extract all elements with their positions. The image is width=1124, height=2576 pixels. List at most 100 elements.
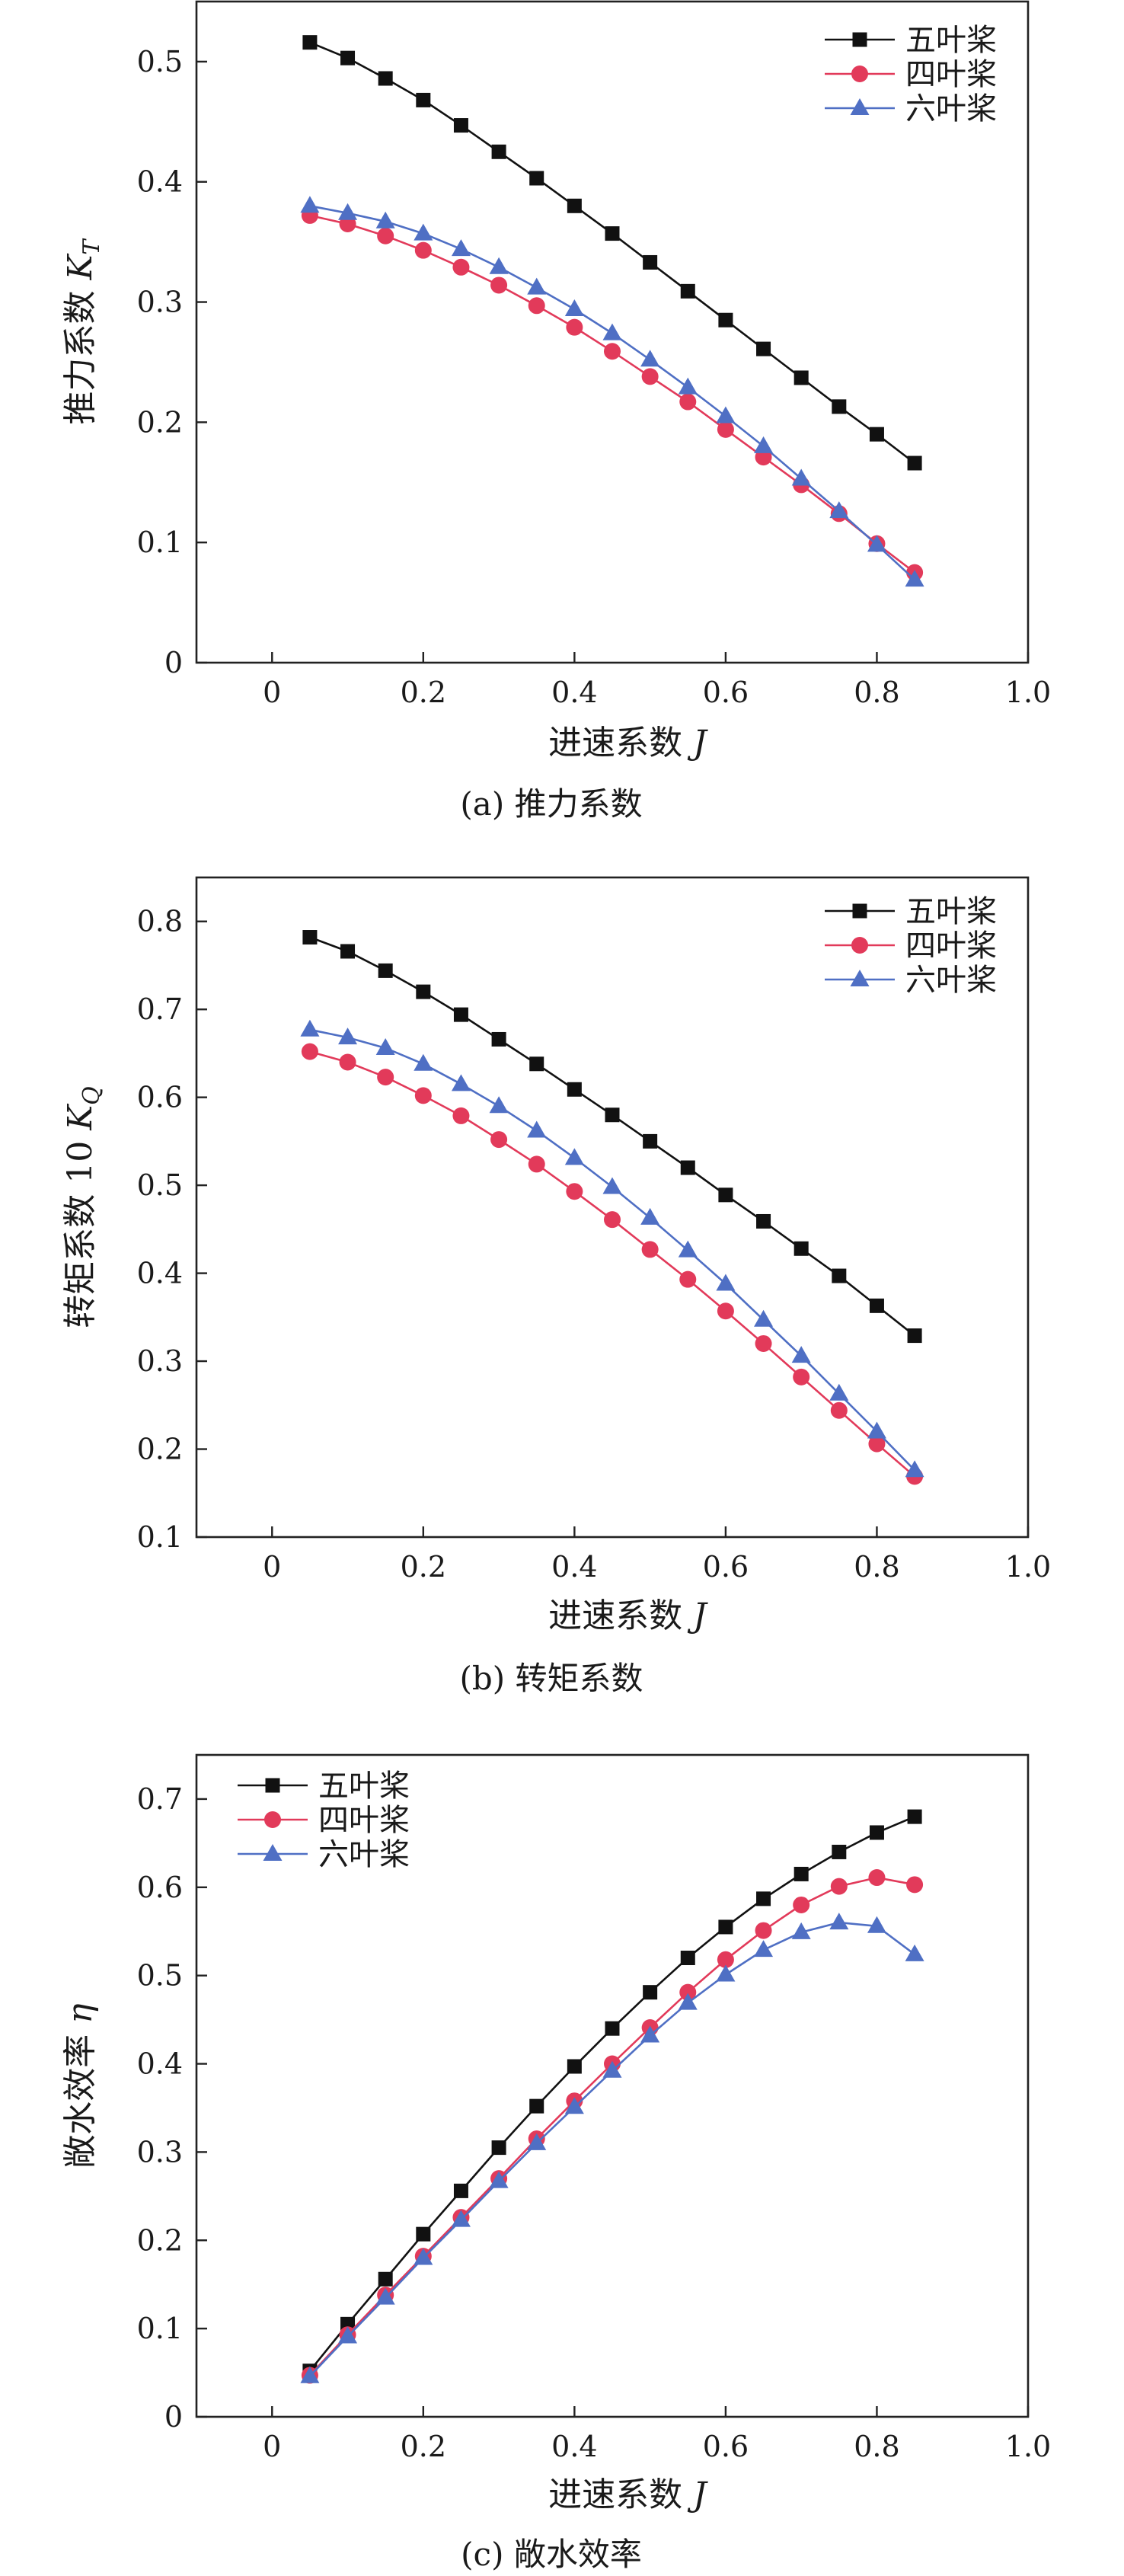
data-point [602, 1177, 622, 1194]
data-point [643, 254, 658, 270]
figure-caption: (a) 推力系数 [460, 785, 642, 823]
series-line [309, 1028, 916, 1472]
data-point [529, 171, 544, 186]
y-tick-label: 0.7 [137, 992, 183, 1026]
legend-label: 五叶桨 [905, 23, 997, 58]
y-tick-label: 0.7 [137, 1782, 183, 1816]
series-line [308, 1815, 915, 2372]
data-point [867, 535, 886, 552]
plot-frame [195, 0, 1030, 664]
data-point [527, 277, 547, 295]
x-tick-label: 0.4 [551, 676, 597, 709]
data-point [717, 420, 734, 438]
data-point [416, 92, 431, 107]
data-point [527, 2133, 547, 2150]
legend-label: 四叶桨 [905, 57, 997, 92]
y-tick-label: 0.5 [137, 1959, 183, 1993]
series-3 [300, 196, 924, 587]
data-point [756, 1891, 771, 1906]
data-point [754, 436, 774, 453]
data-point [756, 341, 771, 356]
legend-marker [850, 970, 870, 986]
data-point [564, 2097, 584, 2114]
legend-marker [850, 98, 870, 115]
data-point [868, 1869, 886, 1887]
figure-caption: (c) 敞水效率 [461, 2536, 642, 2573]
legend-label: 五叶桨 [318, 1769, 410, 1804]
data-point [868, 1435, 886, 1453]
data-point [905, 1944, 924, 1961]
x-tick-label: 0.2 [401, 2430, 446, 2463]
legend-label: 五叶桨 [905, 894, 997, 929]
x-axis-label: 进速系数 J [548, 1596, 708, 1635]
data-point [679, 1270, 697, 1288]
data-point [451, 2210, 471, 2227]
data-point [302, 35, 318, 50]
data-point [491, 144, 506, 159]
data-point [907, 455, 922, 471]
data-point [529, 1056, 544, 1072]
data-point [338, 2326, 358, 2344]
series-3 [300, 1913, 924, 2383]
legend-label: 四叶桨 [318, 1803, 410, 1838]
data-point [718, 1919, 733, 1935]
data-point [829, 1913, 849, 1930]
y-tick-label: 0.1 [137, 2312, 183, 2345]
data-point [489, 1096, 509, 1114]
data-point [302, 930, 318, 945]
x-tick-label: 0 [263, 676, 281, 709]
data-point [678, 377, 698, 395]
data-point [451, 1074, 471, 1091]
series-2 [301, 206, 924, 581]
data-point [490, 276, 508, 294]
data-point [829, 1383, 849, 1401]
y-tick-label: 0 [164, 646, 183, 679]
data-point [641, 368, 659, 385]
plot-frame [195, 876, 1030, 1539]
series-1 [302, 35, 922, 471]
x-tick-label: 0.8 [854, 1550, 899, 1584]
x-axis-label: 进速系数 J [548, 724, 708, 762]
y-tick-label: 0.6 [137, 1081, 183, 1114]
data-point [869, 427, 884, 442]
series-1 [302, 1809, 922, 2379]
data-point [300, 2366, 320, 2383]
series-line [309, 936, 915, 1337]
data-point [793, 1368, 810, 1385]
y-tick-label: 0.3 [137, 1344, 183, 1378]
data-point [830, 1878, 848, 1895]
data-point [755, 1922, 772, 1939]
y-tick-label: 0.5 [137, 1168, 183, 1202]
data-point [605, 226, 620, 241]
data-point [829, 501, 849, 519]
data-point [602, 323, 622, 340]
data-point [338, 203, 358, 220]
data-point [791, 468, 811, 486]
data-point [832, 399, 847, 414]
data-point [567, 2059, 582, 2074]
legend-marker [265, 1778, 280, 1793]
x-tick-label: 0.6 [703, 1550, 749, 1584]
data-point [452, 258, 470, 276]
data-point [489, 2171, 509, 2188]
data-point [604, 343, 621, 360]
data-point [717, 1951, 734, 1968]
data-point [602, 2060, 622, 2078]
legend-label: 六叶桨 [318, 1837, 410, 1872]
data-point [377, 1069, 394, 1086]
data-point [679, 393, 697, 411]
data-point [640, 350, 660, 367]
data-point [340, 944, 356, 959]
data-point [867, 1421, 886, 1439]
data-point [605, 1107, 620, 1123]
data-point [414, 1053, 433, 1071]
data-point [905, 1460, 924, 1478]
x-tick-label: 0.2 [401, 1550, 446, 1584]
data-point [529, 2098, 544, 2114]
data-point [566, 318, 583, 336]
data-point [832, 1268, 847, 1283]
data-point [832, 1844, 847, 1859]
data-point [869, 1298, 884, 1313]
